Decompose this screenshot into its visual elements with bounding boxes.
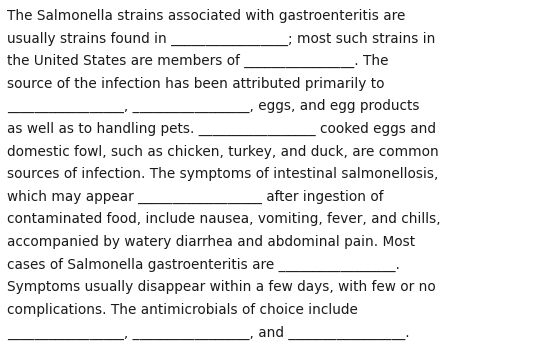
Text: _________________, _________________, and _________________.: _________________, _________________, an…: [7, 325, 410, 340]
Text: cases of Salmonella gastroenteritis are _________________.: cases of Salmonella gastroenteritis are …: [7, 258, 400, 272]
Text: contaminated food, include nausea, vomiting, fever, and chills,: contaminated food, include nausea, vomit…: [7, 212, 440, 226]
Text: Symptoms usually disappear within a few days, with few or no: Symptoms usually disappear within a few …: [7, 280, 435, 294]
Text: as well as to handling pets. _________________ cooked eggs and: as well as to handling pets. ___________…: [7, 122, 436, 136]
Text: accompanied by watery diarrhea and abdominal pain. Most: accompanied by watery diarrhea and abdom…: [7, 235, 415, 249]
Text: the United States are members of ________________. The: the United States are members of _______…: [7, 54, 388, 68]
Text: source of the infection has been attributed primarily to: source of the infection has been attribu…: [7, 77, 384, 91]
Text: complications. The antimicrobials of choice include: complications. The antimicrobials of cho…: [7, 303, 358, 317]
Text: domestic fowl, such as chicken, turkey, and duck, are common: domestic fowl, such as chicken, turkey, …: [7, 145, 439, 158]
Text: _________________, _________________, eggs, and egg products: _________________, _________________, eg…: [7, 99, 419, 114]
Text: The Salmonella strains associated with gastroenteritis are: The Salmonella strains associated with g…: [7, 9, 405, 23]
Text: which may appear __________________ after ingestion of: which may appear __________________ afte…: [7, 190, 383, 204]
Text: usually strains found in _________________; most such strains in: usually strains found in _______________…: [7, 32, 435, 46]
Text: sources of infection. The symptoms of intestinal salmonellosis,: sources of infection. The symptoms of in…: [7, 167, 438, 181]
